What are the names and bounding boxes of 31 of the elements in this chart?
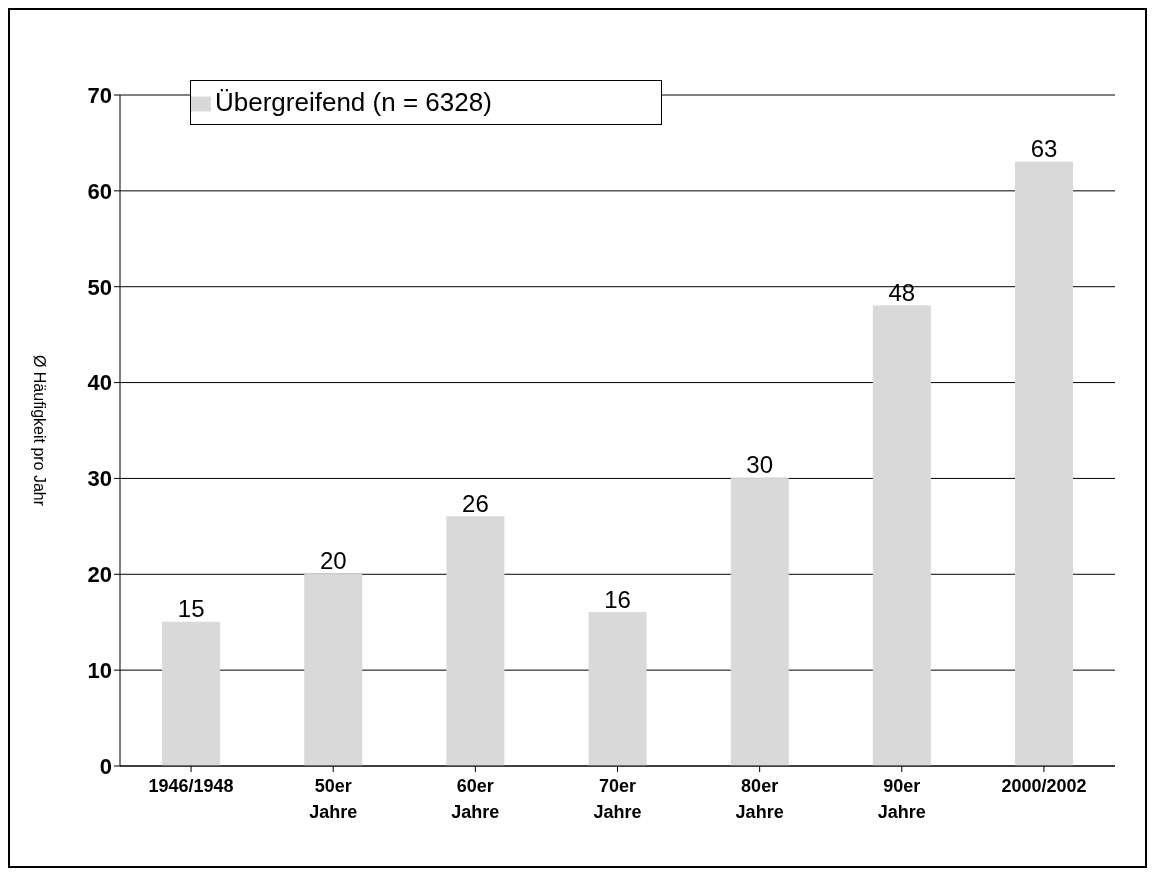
- bar: [446, 516, 505, 766]
- bar: [1015, 161, 1073, 766]
- y-axis-title: Ø Häufigkeit pro Jahr: [31, 354, 49, 507]
- x-tick-label: 2000/2002: [1001, 776, 1087, 796]
- y-tick-label: 10: [87, 657, 112, 683]
- bar: [162, 621, 221, 766]
- x-tick-label: 1946/1948: [148, 776, 234, 796]
- y-tick-label: 0: [99, 753, 112, 779]
- bar: [872, 305, 931, 766]
- data-label: 30: [746, 451, 774, 479]
- x-tick-label: 90er Jahre: [877, 776, 926, 822]
- bar: [304, 573, 363, 766]
- data-label: 26: [462, 489, 489, 517]
- y-tick-label: 20: [87, 562, 112, 588]
- data-label: 20: [319, 547, 347, 575]
- x-tick-label: 60er Jahre: [451, 776, 500, 822]
- y-tick-label: 40: [87, 370, 112, 396]
- x-tick-label: 70er Jahre: [593, 776, 642, 822]
- data-label: 48: [888, 278, 916, 306]
- data-label: 16: [604, 585, 631, 613]
- y-tick-label: 70: [87, 82, 112, 108]
- bar: [730, 477, 789, 766]
- y-tick-label: 30: [87, 466, 112, 492]
- y-tick-label: 50: [87, 274, 112, 300]
- legend-label: Übergreifend (n = 6328): [215, 87, 492, 117]
- x-tick-label: 50er Jahre: [309, 776, 358, 822]
- bar: [588, 612, 647, 766]
- x-tick-label: 80er Jahre: [735, 776, 784, 822]
- data-label: 63: [1030, 135, 1058, 163]
- data-label: 15: [177, 595, 205, 623]
- y-tick-label: 60: [87, 178, 112, 204]
